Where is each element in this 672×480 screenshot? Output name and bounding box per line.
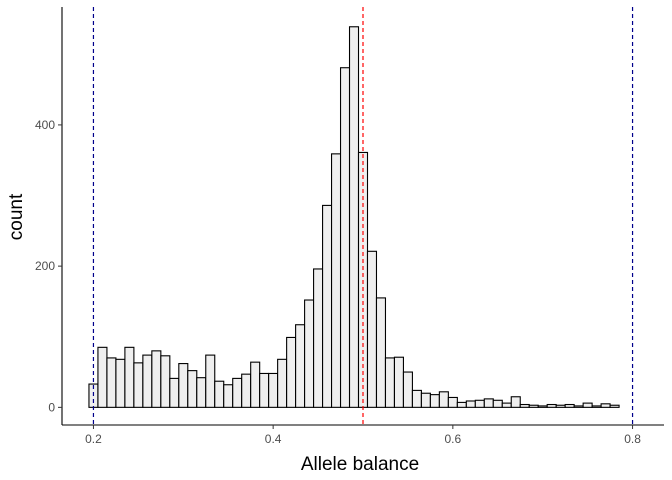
histogram-bar [555,404,566,408]
histogram-bar [510,396,521,408]
histogram-bar [456,401,467,408]
histogram-bar [178,363,189,408]
histogram-bar [393,356,404,408]
histogram-bar [384,357,395,408]
histogram-bar [420,392,431,408]
histogram-bar [205,354,216,408]
y-tick-label: 200 [35,259,55,273]
x-tick-label: 0.2 [85,432,102,446]
histogram-bar [483,398,494,408]
histogram-bar [411,389,422,408]
histogram-bar [142,354,153,408]
histogram-bar [304,299,315,408]
histogram-bar [474,399,485,408]
histogram-bar [591,405,602,408]
histogram-bar [348,26,360,408]
x-axis-ticks: 0.2 0.4 0.6 0.8 [85,425,641,446]
histogram-bar [564,403,575,408]
histogram-bar [223,384,234,408]
histogram-bar [286,336,297,408]
histogram-bar [429,394,440,408]
x-tick-label: 0.4 [265,432,282,446]
histogram-bar [402,371,413,408]
histogram-bar [537,405,548,408]
histogram-bar [295,324,306,408]
histogram-bar [492,399,503,408]
histogram-bar [313,268,324,408]
histogram-bar [133,362,144,408]
histogram-bar [438,391,449,408]
histogram-bar [124,346,135,408]
y-axis-ticks: 0 200 400 [35,118,62,414]
histogram-bar [330,153,342,408]
histogram-bar [187,370,198,408]
histogram-bar [106,357,117,408]
histogram-bar [366,250,378,408]
y-axis-title: count [6,193,27,240]
histogram-bar [214,380,225,408]
histogram-bar [447,396,458,408]
bars-group [88,26,620,408]
histogram-bar [259,372,270,408]
x-axis-title: Allele balance [301,454,419,475]
x-tick-label: 0.6 [445,432,462,446]
histogram-bar [501,402,512,408]
histogram-bar [339,67,351,408]
histogram-bar [151,350,162,408]
histogram-bar [375,297,387,408]
histogram-bar [519,403,530,408]
histogram-bar [322,204,333,408]
histogram-bar [196,377,207,408]
y-tick-label: 0 [48,400,55,414]
histogram-bar [250,361,261,408]
histogram-bar [169,377,180,408]
histogram-bar [573,405,584,408]
histogram-bar [97,346,108,408]
histogram-bar [232,377,243,408]
y-tick-label: 400 [35,118,55,132]
histogram-bar [268,372,279,408]
histogram-bar [600,403,611,408]
histogram-bar [582,402,593,408]
histogram-bar [546,403,557,408]
histogram-bar [609,404,620,408]
histogram-bar [241,373,252,408]
histogram-bar [277,358,288,408]
histogram-bar [160,355,171,408]
x-tick-label: 0.8 [624,432,641,446]
histogram-bar [528,404,539,408]
histogram-bar [115,358,126,408]
histogram-bar [465,400,476,408]
